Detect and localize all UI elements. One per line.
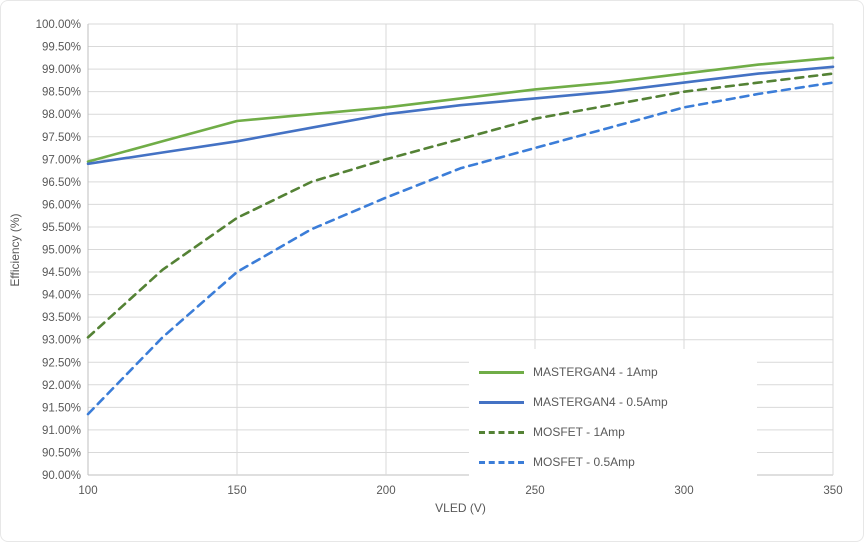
y-tick-label: 94.00%	[42, 290, 81, 302]
y-tick-label: 95.50%	[42, 222, 81, 234]
y-tick-label: 93.50%	[42, 312, 81, 324]
x-tick-label: 100	[78, 485, 97, 497]
y-tick-label: 99.00%	[42, 64, 81, 76]
y-tick-label: 93.00%	[42, 335, 81, 347]
x-tick-label: 350	[823, 485, 842, 497]
y-axis-title: Efficiency (%)	[8, 213, 22, 287]
y-tick-label: 90.50%	[42, 447, 81, 459]
legend-label: MOSFET - 1Amp	[533, 425, 625, 439]
x-tick-label: 150	[227, 485, 246, 497]
legend-line-swatch	[479, 370, 524, 374]
legend-line-swatch	[479, 430, 524, 434]
y-tick-label: 91.50%	[42, 402, 81, 414]
legend-item: MOSFET - 0.5Amp	[479, 447, 747, 477]
y-tick-label: 95.00%	[42, 245, 81, 257]
x-tick-label: 250	[525, 485, 544, 497]
legend-label: MASTERGAN4 - 0.5Amp	[533, 395, 668, 409]
series-line-mosfet-1amp	[86, 72, 835, 339]
y-tick-label: 98.50%	[42, 87, 81, 99]
series-line-mastergan4-1amp	[86, 56, 835, 163]
legend-label: MASTERGAN4 - 1Amp	[533, 365, 658, 379]
series-line-mastergan4-0-5amp	[86, 65, 835, 166]
legend-line-swatch	[479, 460, 524, 464]
legend-item: MASTERGAN4 - 1Amp	[479, 357, 747, 387]
y-tick-label: 99.50%	[42, 42, 81, 54]
y-tick-label: 91.00%	[42, 425, 81, 437]
x-tick-label: 300	[674, 485, 693, 497]
y-tick-label: 92.00%	[42, 380, 81, 392]
y-tick-label: 90.00%	[42, 470, 81, 482]
x-axis-title: VLED (V)	[435, 501, 486, 515]
x-tick-label: 200	[376, 485, 395, 497]
y-tick-label: 97.50%	[42, 132, 81, 144]
y-tick-label: 92.50%	[42, 357, 81, 369]
y-tick-label: 96.50%	[42, 177, 81, 189]
legend-label: MOSFET - 0.5Amp	[533, 455, 635, 469]
legend-item: MASTERGAN4 - 0.5Amp	[479, 387, 747, 417]
y-tick-label: 98.00%	[42, 109, 81, 121]
y-tick-label: 96.00%	[42, 199, 81, 211]
chart-legend: MASTERGAN4 - 1Amp MASTERGAN4 - 0.5Amp MOSF…	[469, 349, 757, 485]
y-tick-label: 94.50%	[42, 267, 81, 279]
legend-line-swatch	[479, 400, 524, 404]
y-tick-label: 97.00%	[42, 154, 81, 166]
series-line-mosfet-0-5amp	[86, 81, 835, 416]
legend-item: MOSFET - 1Amp	[479, 417, 747, 447]
y-tick-label: 100.00%	[36, 19, 81, 31]
